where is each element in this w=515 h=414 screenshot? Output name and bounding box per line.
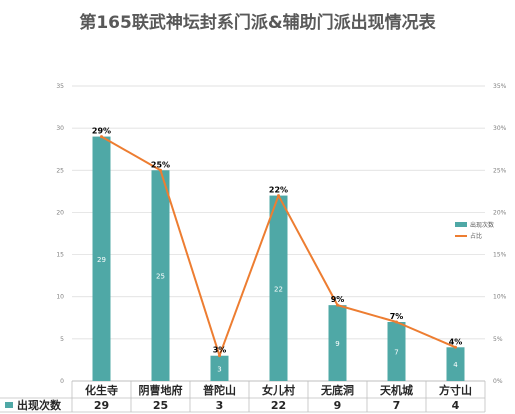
line-segment [277, 195, 339, 306]
bar [328, 305, 347, 381]
bar [151, 170, 170, 381]
bar [92, 136, 111, 381]
legend-swatch-bar [455, 222, 467, 227]
y2-tick-label: 30% [493, 125, 507, 132]
table-cell: 29 [94, 399, 109, 412]
x-tick-label: 普陀山 [203, 383, 236, 397]
line-data-label: 22% [269, 186, 288, 195]
bar-data-label: 9 [335, 340, 339, 348]
bar-data-label: 7 [394, 349, 398, 357]
bar-data-label: 29 [97, 256, 106, 264]
x-tick-label: 阴曹地府 [139, 383, 183, 397]
y2-tick-label: 20% [493, 209, 507, 216]
line-point [454, 345, 457, 349]
table-cell: 22 [271, 399, 286, 412]
table-cell: 7 [393, 399, 401, 412]
table-row-label: 出现次数 [17, 398, 62, 412]
legend-label: 占比 [470, 232, 482, 240]
legend-label: 出现次数 [470, 221, 494, 229]
y2-tick-label: 10% [493, 294, 507, 301]
bar-data-label: 25 [156, 273, 165, 281]
line-segment [337, 304, 397, 323]
y-tick-label: 10 [56, 294, 64, 301]
line-point [336, 303, 339, 307]
line-segment [159, 169, 221, 357]
x-tick-label: 天机城 [380, 383, 413, 397]
line-point [395, 320, 398, 324]
line-data-label: 4% [449, 337, 463, 346]
y-tick-label: 5 [60, 336, 64, 343]
bar-data-label: 4 [453, 361, 458, 369]
y-tick-label: 0 [60, 378, 64, 385]
chart-title: 第165联武神坛封系门派&辅助门派出现情况表 [79, 13, 436, 33]
table-cell: 4 [452, 399, 460, 412]
bar-data-label: 3 [217, 365, 221, 373]
line-segment [101, 135, 161, 172]
line-point [159, 168, 162, 172]
x-tick-label: 化生寺 [85, 383, 118, 397]
y2-tick-label: 35% [493, 83, 507, 90]
bar [210, 355, 229, 381]
line-point [277, 194, 280, 198]
table-cell: 25 [153, 399, 168, 412]
y-tick-label: 35 [56, 83, 64, 90]
line-segment [218, 195, 280, 357]
line-data-label: 25% [151, 160, 170, 169]
line-data-label: 7% [390, 312, 404, 321]
x-tick-label: 无底洞 [320, 383, 354, 397]
x-tick-label: 方寸山 [439, 383, 472, 397]
line-data-label: 29% [92, 127, 111, 136]
line-data-label: 3% [213, 346, 227, 355]
line-point [218, 354, 221, 358]
line-segment [396, 321, 456, 349]
y-tick-label: 30 [56, 125, 64, 132]
y2-tick-label: 0% [493, 378, 503, 385]
bar-data-label: 22 [274, 285, 283, 293]
bar [446, 347, 465, 381]
table-cell: 9 [334, 399, 342, 412]
bar [387, 322, 406, 381]
y2-tick-label: 25% [493, 167, 507, 174]
x-tick-label: 女儿村 [262, 383, 295, 397]
y-tick-label: 20 [56, 209, 64, 216]
line-point [100, 135, 103, 139]
y-tick-label: 15 [56, 252, 64, 259]
bar [269, 195, 288, 381]
y2-tick-label: 15% [493, 252, 507, 259]
y-tick-label: 25 [56, 167, 64, 174]
table-cell: 3 [216, 399, 224, 412]
y2-tick-label: 5% [493, 336, 503, 343]
line-data-label: 9% [331, 295, 345, 304]
table-legend-key [5, 402, 13, 408]
